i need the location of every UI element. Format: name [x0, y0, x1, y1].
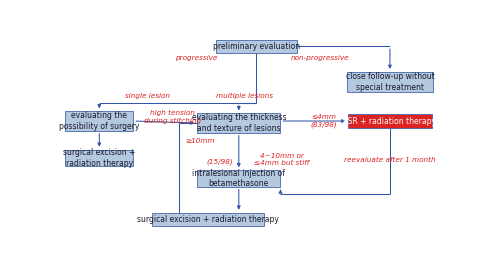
FancyBboxPatch shape — [348, 72, 432, 92]
Text: (15/98): (15/98) — [206, 159, 233, 165]
Text: surgical excision + radiation therapy: surgical excision + radiation therapy — [137, 215, 279, 224]
FancyBboxPatch shape — [348, 114, 432, 128]
Text: close follow-up without
special treatment: close follow-up without special treatmen… — [346, 72, 434, 92]
Text: multiple lesions: multiple lesions — [216, 93, 273, 99]
Text: high tension
during stitching: high tension during stitching — [144, 110, 202, 123]
FancyBboxPatch shape — [152, 213, 264, 226]
Text: non-progressive: non-progressive — [291, 55, 350, 61]
Text: surgical excision +
radiation therapy: surgical excision + radiation therapy — [63, 148, 136, 168]
Text: preliminary evaluation: preliminary evaluation — [212, 42, 300, 51]
Text: reevaluate after 1 month: reevaluate after 1 month — [344, 157, 436, 163]
Text: intralesional injection of
betamethasone: intralesional injection of betamethasone — [192, 169, 286, 188]
Text: progressive: progressive — [175, 55, 218, 61]
Text: evaluating the thickness
and texture of lesions: evaluating the thickness and texture of … — [192, 113, 286, 133]
FancyBboxPatch shape — [216, 40, 297, 53]
Text: ≥10mm: ≥10mm — [185, 139, 215, 144]
Text: single lesion: single lesion — [125, 93, 170, 99]
FancyBboxPatch shape — [197, 113, 280, 133]
Text: ≤4mm
(83/98): ≤4mm (83/98) — [310, 114, 338, 128]
Text: PSR + radiation therapy: PSR + radiation therapy — [344, 117, 436, 126]
FancyBboxPatch shape — [197, 170, 280, 186]
FancyBboxPatch shape — [66, 111, 133, 131]
Text: 4~10mm or
≤4mm but stiff: 4~10mm or ≤4mm but stiff — [254, 153, 309, 167]
FancyBboxPatch shape — [66, 150, 133, 166]
Text: evaluating the
possibility of surgery: evaluating the possibility of surgery — [59, 111, 140, 131]
